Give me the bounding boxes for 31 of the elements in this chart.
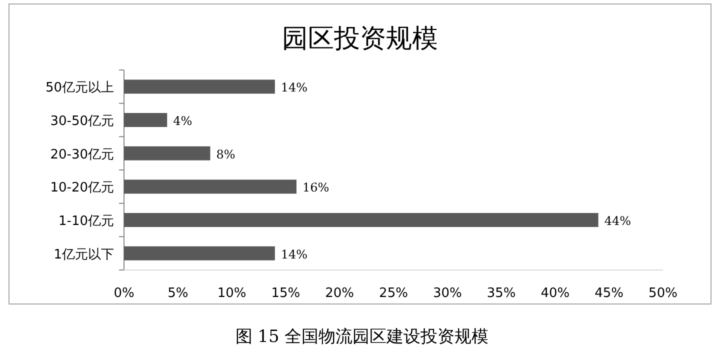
- x-tick-label: 30%: [432, 286, 462, 301]
- caption: 图 15 全国物流园区建设投资规模: [235, 327, 489, 347]
- x-tick-label: 35%: [486, 286, 516, 301]
- bar: [124, 113, 168, 127]
- x-tick-label: 10%: [217, 286, 246, 301]
- x-tick-label: 15%: [271, 286, 300, 301]
- x-tick-label: 40%: [540, 286, 570, 301]
- text: 44%: [604, 214, 631, 228]
- text: 14%: [280, 80, 308, 95]
- text: 16%: [302, 180, 330, 195]
- text: 8%: [216, 147, 236, 162]
- y-tick-label: 1-10亿元: [58, 214, 114, 229]
- x-tick-label: 25%: [379, 286, 408, 301]
- y-tick-label: 1亿元以下: [54, 247, 114, 262]
- bar: [124, 146, 210, 160]
- y-tick-label: 50亿元以上: [45, 80, 114, 96]
- x-tick-label: 45%: [594, 286, 624, 301]
- text: 4%: [173, 114, 192, 128]
- x-tick-label: 20%: [325, 286, 354, 301]
- y-tick-label: 10-20亿元: [50, 180, 114, 196]
- bar: [124, 213, 598, 227]
- y-tick-label: 20-30亿元: [50, 147, 114, 162]
- text: 14%: [280, 247, 308, 262]
- chart-title: 园区投资规模: [282, 24, 438, 54]
- bar: [124, 246, 275, 260]
- y-tick-label: 30-50亿元: [50, 114, 114, 129]
- x-tick-label: 5%: [168, 286, 188, 301]
- bar: [124, 80, 275, 94]
- x-tick-label: 50%: [648, 286, 678, 301]
- x-tick-label: 0%: [114, 286, 134, 301]
- bar: [124, 180, 296, 194]
